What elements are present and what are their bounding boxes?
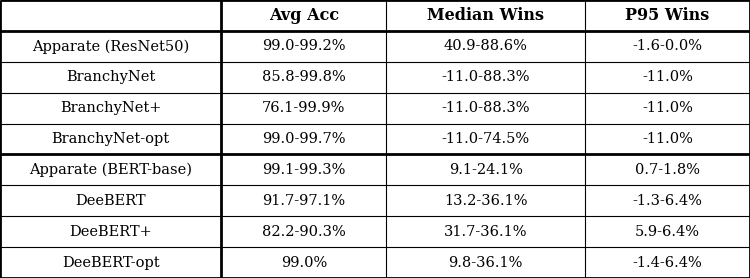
- Text: Apparate (ResNet50): Apparate (ResNet50): [32, 39, 189, 54]
- Bar: [0, 185, 221, 216]
- Text: 85.8-99.8%: 85.8-99.8%: [262, 70, 346, 84]
- Bar: [221, 247, 386, 278]
- Text: 13.2-36.1%: 13.2-36.1%: [444, 194, 527, 208]
- Bar: [386, 216, 585, 247]
- Text: 0.7-1.8%: 0.7-1.8%: [635, 163, 700, 177]
- Text: DeeBERT+: DeeBERT+: [69, 225, 152, 239]
- Bar: [0, 93, 221, 123]
- Text: -11.0-88.3%: -11.0-88.3%: [441, 70, 530, 84]
- Text: -1.6-0.0%: -1.6-0.0%: [632, 39, 703, 53]
- Bar: [0, 155, 221, 185]
- Text: -11.0-74.5%: -11.0-74.5%: [442, 132, 530, 146]
- Bar: [386, 31, 585, 62]
- Bar: [585, 185, 750, 216]
- Bar: [386, 0, 585, 31]
- Bar: [221, 93, 386, 123]
- Text: -11.0%: -11.0%: [642, 70, 693, 84]
- Bar: [585, 123, 750, 155]
- Bar: [386, 155, 585, 185]
- Bar: [221, 123, 386, 155]
- Bar: [221, 0, 386, 31]
- Bar: [585, 155, 750, 185]
- Bar: [221, 155, 386, 185]
- Text: -11.0-88.3%: -11.0-88.3%: [441, 101, 530, 115]
- Text: P95 Wins: P95 Wins: [626, 7, 710, 24]
- Text: -11.0%: -11.0%: [642, 132, 693, 146]
- Text: Avg Acc: Avg Acc: [268, 7, 339, 24]
- Bar: [585, 0, 750, 31]
- Text: 99.0%: 99.0%: [280, 255, 327, 270]
- Bar: [0, 247, 221, 278]
- Bar: [386, 185, 585, 216]
- Bar: [0, 31, 221, 62]
- Text: 99.0-99.2%: 99.0-99.2%: [262, 39, 346, 53]
- Text: DeeBERT: DeeBERT: [75, 194, 146, 208]
- Bar: [0, 123, 221, 155]
- Text: Apparate (BERT-base): Apparate (BERT-base): [29, 163, 192, 177]
- Text: DeeBERT-opt: DeeBERT-opt: [62, 255, 160, 270]
- Bar: [386, 93, 585, 123]
- Text: BranchyNet+: BranchyNet+: [60, 101, 161, 115]
- Text: BranchyNet-opt: BranchyNet-opt: [52, 132, 170, 146]
- Bar: [585, 93, 750, 123]
- Text: 31.7-36.1%: 31.7-36.1%: [444, 225, 527, 239]
- Bar: [585, 31, 750, 62]
- Bar: [221, 216, 386, 247]
- Text: 99.0-99.7%: 99.0-99.7%: [262, 132, 346, 146]
- Text: BranchyNet: BranchyNet: [66, 70, 155, 84]
- Text: Median Wins: Median Wins: [427, 7, 544, 24]
- Bar: [585, 62, 750, 93]
- Bar: [221, 62, 386, 93]
- Text: 82.2-90.3%: 82.2-90.3%: [262, 225, 346, 239]
- Text: -1.3-6.4%: -1.3-6.4%: [632, 194, 703, 208]
- Text: 91.7-97.1%: 91.7-97.1%: [262, 194, 345, 208]
- Bar: [221, 185, 386, 216]
- Text: 99.1-99.3%: 99.1-99.3%: [262, 163, 346, 177]
- Bar: [0, 216, 221, 247]
- Text: 76.1-99.9%: 76.1-99.9%: [262, 101, 346, 115]
- Bar: [386, 123, 585, 155]
- Text: 9.1-24.1%: 9.1-24.1%: [448, 163, 523, 177]
- Bar: [585, 216, 750, 247]
- Text: -11.0%: -11.0%: [642, 101, 693, 115]
- Bar: [0, 0, 221, 31]
- Text: 9.8-36.1%: 9.8-36.1%: [448, 255, 523, 270]
- Text: 5.9-6.4%: 5.9-6.4%: [635, 225, 700, 239]
- Text: 40.9-88.6%: 40.9-88.6%: [444, 39, 527, 53]
- Bar: [585, 247, 750, 278]
- Bar: [386, 247, 585, 278]
- Bar: [221, 31, 386, 62]
- Bar: [386, 62, 585, 93]
- Bar: [0, 62, 221, 93]
- Text: -1.4-6.4%: -1.4-6.4%: [632, 255, 702, 270]
